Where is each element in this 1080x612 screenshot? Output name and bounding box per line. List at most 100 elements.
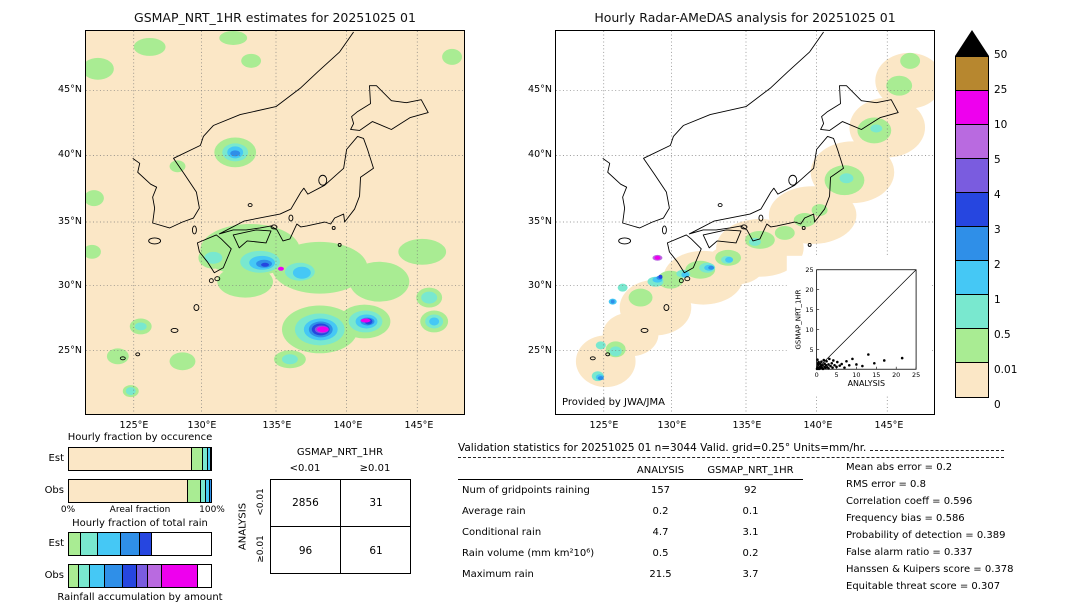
lat-tick-label: 45°N: [58, 84, 82, 95]
precip-blob-turq: [204, 251, 223, 264]
right-precip-layer: [575, 52, 934, 388]
contingency-cell-11: 61: [369, 544, 383, 557]
colorbar-label: 0.01: [994, 364, 1018, 376]
bar-segment-sky: [88, 565, 105, 587]
bar-segment-dodger: [120, 533, 139, 555]
precip-blob-lgreen: [398, 238, 447, 265]
precip-blob-sky: [429, 317, 440, 326]
scatter-point: [827, 367, 830, 370]
precip-blob-turq: [870, 124, 883, 133]
precip-blob-lgreen: [169, 160, 186, 173]
precip-blob-lgreen: [900, 52, 921, 69]
scatter-point: [861, 364, 864, 368]
precip-blob-turq: [125, 387, 136, 396]
stats-analysis-value: 157: [650, 485, 671, 496]
inset-x-tick: 25: [912, 371, 920, 379]
colorbar-label: 0: [994, 399, 1001, 411]
bar-segment-dodger: [104, 565, 122, 587]
colorbar-block-gold: [956, 57, 988, 91]
scatter-point: [829, 364, 832, 368]
inset-y-tick: 5: [810, 346, 814, 354]
scatter-point: [821, 363, 824, 367]
lon-tick-label: 135°E: [732, 420, 762, 431]
stats-table-row: Average rain 0.2 0.1: [458, 501, 1004, 522]
stats-table-row: Num of gridpoints raining 157 92: [458, 480, 1004, 501]
bar-segment-dodger: [209, 448, 211, 470]
lat-tick-label: 25°N: [528, 345, 552, 356]
stats-table-row: Rain volume (mm km²10⁶) 0.5 0.2: [458, 543, 1004, 564]
bar-segment-sky: [97, 533, 121, 555]
contingency-row-label-lt: <0.01: [256, 488, 266, 516]
total-rain-caption: Rainfall accumulation by amount: [57, 592, 223, 603]
stats-row-label: Average rain: [462, 506, 526, 517]
precip-blob-turq: [281, 354, 298, 365]
colorbar-block-orchid: [956, 125, 988, 159]
scatter-point: [855, 363, 858, 366]
total-rain-obs-bar: [68, 564, 212, 588]
score-list: Mean abs error = 0.2 RMS error = 0.8 Corre…: [846, 462, 1014, 598]
score-line: Hanssen & Kuipers score = 0.378: [846, 564, 1014, 575]
gsmap-map-panel: GSMAP_NRT_1HR estimates for 20251025 01 …: [58, 10, 465, 431]
colorbar-label: 25: [994, 84, 1008, 96]
precip-blob-dodger: [708, 265, 715, 270]
inset-x-tick: 0: [815, 371, 819, 379]
colorbar-blocks: [955, 56, 989, 398]
precip-blob-lgreen: [272, 241, 368, 294]
stats-analysis-value: 0.5: [652, 548, 669, 559]
lat-tick-label: 35°N: [58, 216, 82, 227]
colorbar-label: 50: [994, 49, 1008, 61]
precip-blob-lgreen: [241, 53, 262, 68]
occurrence-obs-bar: [68, 479, 212, 503]
scatter-point: [821, 367, 825, 371]
contingency-col-group: GSMAP_NRT_1HR: [296, 447, 384, 458]
precip-blob-lgreen: [628, 288, 653, 307]
precip-blob-royal: [261, 262, 270, 267]
precip-blob-turq: [134, 322, 147, 331]
stats-header-gsmap: GSMAP_NRT_1HR: [707, 465, 794, 476]
precip-blob-lgreen: [86, 244, 101, 259]
precip-blob-turq: [617, 283, 628, 292]
precip-blob-lgreen: [106, 348, 129, 365]
stats-table: ANALYSIS GSMAP_NRT_1HR Num of gridpoints…: [458, 462, 1004, 585]
scatter-point: [838, 364, 841, 367]
inset-y-tick: 15: [805, 306, 813, 314]
colorbar-block-turq: [956, 295, 988, 329]
scatter-point: [825, 359, 828, 363]
total-rain-chart-title: Hourly fraction of total rain: [72, 518, 208, 529]
scatter-point: [816, 358, 819, 361]
colorbar-label: 10: [994, 119, 1008, 131]
scatter-point: [828, 357, 831, 361]
stats-title: Validation statistics for 20251025 01 n=…: [458, 442, 867, 454]
colorbar-block-magenta: [956, 91, 988, 125]
lat-tick-label: 40°N: [528, 149, 552, 160]
colorbar-label: 0.5: [994, 329, 1011, 341]
score-line: RMS error = 0.8: [846, 479, 926, 490]
stats-gsmap-value: 3.1: [742, 527, 759, 538]
stats-rows: Num of gridpoints raining 157 92 Average ra…: [458, 480, 1004, 585]
bar-segment-royal: [138, 533, 152, 555]
scatter-point: [830, 361, 834, 365]
precip-blob-lgreen: [169, 352, 196, 371]
bar-segment-turq: [202, 448, 207, 470]
colorbar-label: 2: [994, 259, 1001, 271]
bar-segment-royal: [121, 565, 136, 587]
occurrence-chart-title: Hourly fraction by occurence: [67, 432, 213, 443]
precip-blob-magenta: [316, 326, 329, 333]
stats-analysis-value: 21.5: [649, 569, 672, 580]
colorbar-block-cream: [956, 363, 988, 397]
colorbar-block-sky: [956, 261, 988, 295]
precip-blob-lgreen: [86, 57, 114, 80]
total-rain-est-label: Est: [48, 538, 64, 549]
data-credit: Provided by JWA/JMA: [562, 397, 665, 408]
stats-header-analysis: ANALYSIS: [636, 465, 685, 476]
bar-segment-turq: [199, 480, 206, 502]
lon-tick-label: 145°E: [404, 420, 434, 431]
stats-title-dashes: [870, 450, 1004, 451]
inset-scatter-plot: 5 5 10 10 15 15 20 20 25 25 0 ANALYSIS GSMAP_NRT_1HR: [786, 255, 933, 396]
scatter-point: [831, 366, 834, 369]
scatter-point: [816, 363, 820, 367]
stats-table-row: Maximum rain 21.5 3.7: [458, 564, 1004, 585]
areal-axis-max: 100%: [199, 505, 225, 515]
precip-blob-turq: [839, 173, 854, 184]
